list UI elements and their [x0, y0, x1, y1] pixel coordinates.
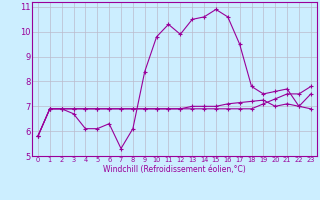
- X-axis label: Windchill (Refroidissement éolien,°C): Windchill (Refroidissement éolien,°C): [103, 165, 246, 174]
